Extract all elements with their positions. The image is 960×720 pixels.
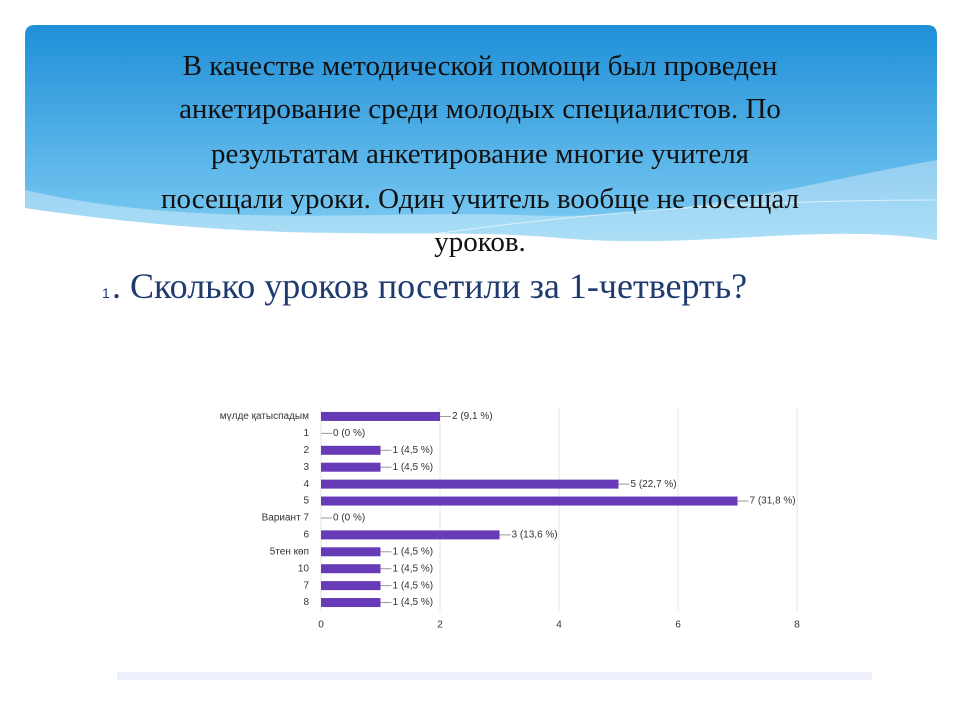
bar [321, 547, 381, 557]
y-tick-label: 6 [303, 530, 309, 541]
y-tick-label: 2 [303, 445, 309, 456]
value-label: 0 (0 %) [333, 428, 365, 439]
x-tick-label: 6 [675, 620, 681, 631]
bar [321, 496, 738, 506]
value-label: 0 (0 %) [333, 513, 365, 524]
y-tick-label: 8 [303, 597, 309, 608]
value-label: 7 (31,8 %) [750, 496, 796, 507]
value-label: 5 (22,7 %) [631, 479, 677, 490]
value-label: 3 (13,6 %) [512, 530, 558, 541]
bar [321, 530, 500, 540]
value-label: 1 (4,5 %) [393, 597, 434, 608]
heading-line: результатам анкетирование многие учителя [211, 138, 749, 170]
x-tick-label: 0 [318, 620, 324, 631]
bar [321, 462, 381, 472]
y-tick-label: 10 [298, 563, 310, 574]
y-tick-label: 5тен көп [270, 546, 309, 557]
bar [321, 598, 381, 608]
y-tick-label: 5 [303, 496, 309, 507]
y-tick-label: 7 [303, 580, 309, 591]
y-tick-label: 3 [303, 462, 309, 473]
y-tick-label: мүлде қатыспадым [220, 411, 309, 422]
x-tick-label: 8 [794, 620, 800, 631]
heading-line: анкетирование среди молодых специалистов… [179, 93, 781, 125]
footer-bar [117, 672, 872, 680]
header-background [25, 25, 937, 242]
question: . Сколько уроков посетили за 1-четверть? [112, 266, 747, 306]
value-label: 1 (4,5 %) [393, 445, 434, 456]
value-label: 1 (4,5 %) [393, 580, 434, 591]
y-tick-label: 4 [303, 479, 309, 490]
bar [321, 479, 619, 489]
heading-line: уроков. [434, 226, 526, 258]
question-number: 1 [102, 285, 110, 301]
bar [321, 411, 440, 421]
x-tick-label: 2 [437, 620, 443, 631]
value-label: 1 (4,5 %) [393, 563, 434, 574]
y-tick-label: Вариант 7 [262, 513, 310, 524]
heading-line: посещали уроки. Один учитель вообще не п… [161, 183, 799, 215]
header-wave [25, 160, 937, 242]
x-tick-label: 4 [556, 620, 562, 631]
bar [321, 581, 381, 591]
header-wave-line [299, 199, 938, 256]
value-label: 1 (4,5 %) [393, 462, 434, 473]
value-label: 1 (4,5 %) [393, 546, 434, 557]
bar [321, 564, 381, 574]
y-tick-label: 1 [303, 428, 309, 439]
bar [321, 445, 381, 455]
heading-line: В качестве методической помощи был прове… [183, 50, 778, 82]
value-label: 2 (9,1 %) [452, 411, 493, 422]
